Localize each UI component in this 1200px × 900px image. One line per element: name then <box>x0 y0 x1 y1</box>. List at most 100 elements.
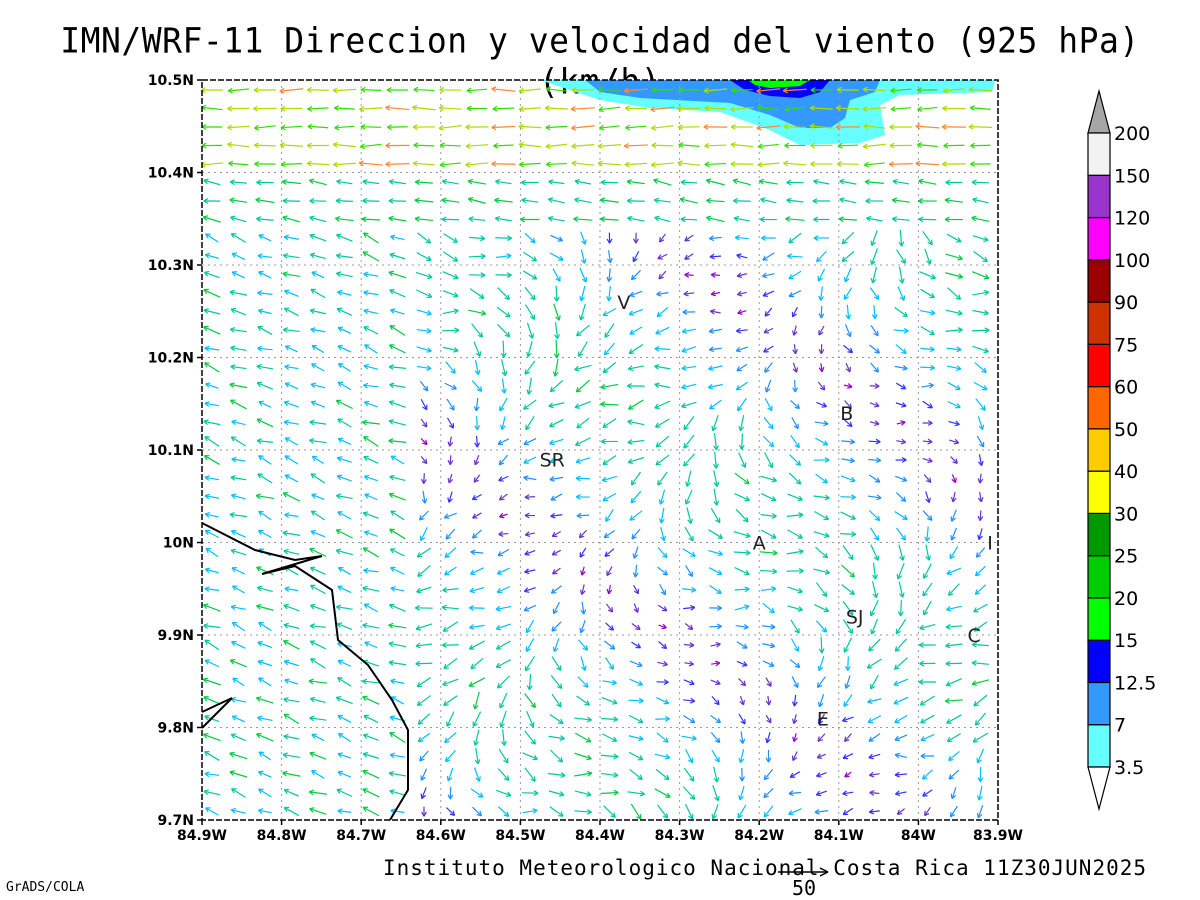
wind-vector <box>977 416 985 431</box>
wind-vector <box>598 86 621 93</box>
wind-vector <box>203 789 221 796</box>
wind-vector <box>473 474 481 483</box>
wind-vector <box>972 235 989 242</box>
software-credit: GrADS/COLA <box>6 880 85 895</box>
wind-vector <box>968 86 992 93</box>
wind-vector <box>736 641 748 649</box>
wind-vector <box>788 232 802 244</box>
wind-vector <box>601 475 618 483</box>
wind-vector <box>946 567 962 576</box>
wind-vector <box>332 161 356 168</box>
wind-vector <box>708 365 723 372</box>
wind-vector <box>282 530 301 537</box>
wind-vector <box>787 605 803 612</box>
colorbar-label: 200 <box>1114 123 1150 145</box>
wind-vector <box>309 603 326 612</box>
wind-vector <box>599 124 620 131</box>
wind-vector <box>258 400 272 408</box>
wind-vector <box>284 345 298 353</box>
wind-vector <box>227 87 249 94</box>
colorbar: 3.5 7 12.5 15 20 25 30 40 50 60 75 90 100 120 150 200 <box>1087 88 1156 812</box>
wind-vector <box>306 86 329 93</box>
wind-vector <box>203 325 221 335</box>
wind-vector <box>632 564 639 578</box>
wind-vector <box>388 344 406 354</box>
wind-vector <box>835 105 860 112</box>
wind-vector <box>230 548 247 556</box>
wind-vector <box>474 435 481 448</box>
colorbar-label: 50 <box>1114 419 1138 441</box>
wind-vector <box>868 510 881 522</box>
wind-vector <box>600 179 618 186</box>
wind-vector <box>337 752 352 759</box>
wind-vector <box>257 290 273 297</box>
wind-vector <box>363 435 379 447</box>
wind-vector <box>229 197 248 204</box>
wind-vector <box>549 438 564 446</box>
wind-vector <box>441 642 459 649</box>
wind-vector <box>466 87 488 94</box>
wind-vector <box>390 510 405 521</box>
wind-vector <box>256 179 274 186</box>
wind-vector <box>388 270 407 279</box>
wind-vector <box>283 640 300 650</box>
wind-vector <box>602 361 617 374</box>
wind-vector <box>606 285 613 302</box>
wind-vector <box>518 106 541 112</box>
wind-vector <box>421 806 427 817</box>
wind-vector <box>390 808 405 814</box>
wind-vector <box>870 674 879 690</box>
wind-vector <box>681 383 697 390</box>
wind-vector <box>439 142 461 149</box>
wind-vector <box>975 547 986 558</box>
wind-vector <box>628 344 644 355</box>
wind-vector <box>919 309 936 316</box>
wind-vector <box>738 452 747 468</box>
wind-vector <box>735 327 748 334</box>
colorbar-label: 40 <box>1114 461 1138 483</box>
wind-vector <box>310 288 326 299</box>
wind-vector <box>446 417 455 429</box>
wind-vector <box>599 197 619 204</box>
wind-vector <box>469 604 485 611</box>
wind-vector <box>894 511 908 521</box>
wind-vector <box>736 272 748 279</box>
wind-vector <box>627 419 645 426</box>
wind-vector <box>202 142 223 149</box>
wind-vector <box>204 567 219 574</box>
wind-vector <box>862 86 886 93</box>
wind-vector <box>869 344 881 354</box>
wind-vector <box>679 197 698 204</box>
x-tick-label: 84W <box>901 828 936 844</box>
wind-vector <box>336 474 352 482</box>
wind-vector <box>549 252 564 261</box>
wind-vector <box>975 398 986 411</box>
wind-vector <box>758 178 778 185</box>
wind-vector <box>631 641 642 649</box>
wind-vector <box>655 715 670 722</box>
wind-vector <box>839 197 857 204</box>
wind-vector <box>791 751 798 762</box>
wind-vector <box>205 382 219 389</box>
wind-vector <box>869 383 880 389</box>
wind-vector <box>283 713 300 725</box>
wind-vector <box>493 142 514 149</box>
wind-vector <box>606 585 613 595</box>
wind-vector <box>258 751 272 761</box>
wind-vector <box>524 730 536 745</box>
wind-vector <box>549 418 564 428</box>
wind-vector <box>444 547 457 559</box>
wind-vector <box>762 642 776 649</box>
wind-vector <box>791 676 799 689</box>
wind-vector <box>204 252 219 259</box>
wind-vector <box>337 511 352 520</box>
wind-vector <box>574 752 592 761</box>
wind-vector <box>974 362 987 374</box>
wind-vector <box>710 714 722 724</box>
wind-vector <box>894 638 908 652</box>
wind-vector <box>280 124 303 131</box>
wind-vector <box>204 401 220 407</box>
wind-vector <box>498 475 509 482</box>
wind-vector <box>284 364 299 370</box>
wind-vector <box>474 416 481 431</box>
